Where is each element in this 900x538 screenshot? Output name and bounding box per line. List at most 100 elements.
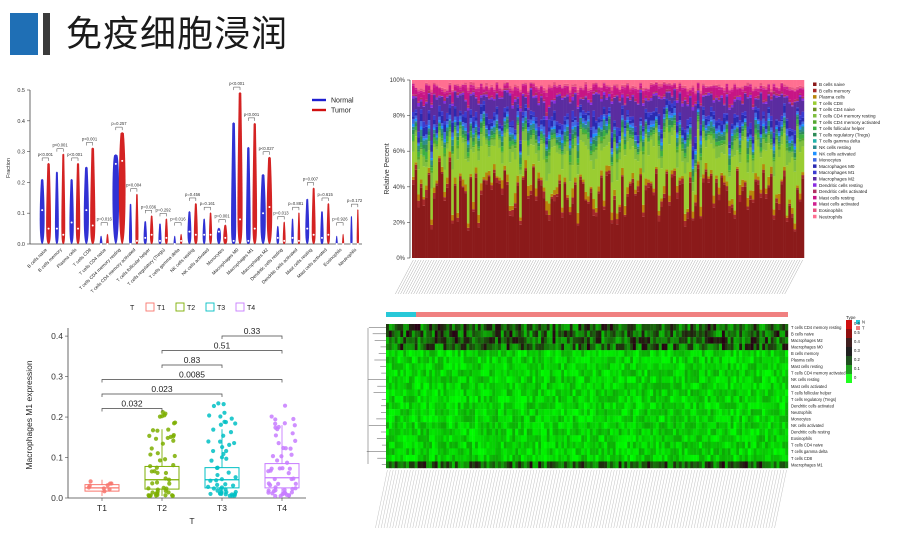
stacked-bar-segment bbox=[681, 176, 685, 179]
heatmap-cell bbox=[457, 324, 461, 331]
heatmap-cell bbox=[684, 350, 688, 357]
stacked-bar-segment bbox=[780, 126, 784, 129]
stacked-bar-segment bbox=[738, 154, 742, 163]
legend-label: NK cells activated bbox=[819, 151, 856, 156]
heatmap-cell bbox=[584, 356, 588, 364]
heatmap-cell bbox=[408, 369, 413, 377]
heatmap-cell bbox=[523, 324, 527, 331]
heatmap-cell bbox=[641, 363, 645, 371]
heatmap-cell bbox=[707, 350, 711, 357]
heatmap-cell bbox=[673, 337, 677, 344]
stacked-bar-segment bbox=[576, 158, 580, 163]
stacked-bar-segment bbox=[547, 155, 551, 174]
stacked-bar-segment bbox=[738, 133, 742, 139]
x-tick-label bbox=[541, 259, 560, 295]
stacked-bar-segment bbox=[772, 94, 776, 96]
stacked-bar-segment bbox=[665, 173, 669, 258]
heatmap-cell bbox=[698, 350, 703, 357]
stacked-bar-segment bbox=[777, 133, 781, 136]
heatmap-cell bbox=[477, 337, 481, 344]
heatmap-cell bbox=[776, 350, 780, 357]
x-tick-label bbox=[400, 259, 419, 295]
violin-median-point bbox=[342, 243, 345, 245]
stacked-bar-segment bbox=[534, 142, 538, 154]
stacked-bar-segment bbox=[427, 86, 431, 91]
heatmap-cell bbox=[541, 350, 545, 357]
stacked-bar-segment bbox=[547, 138, 551, 141]
stacked-bar-segment bbox=[725, 86, 729, 93]
p-value-label: p<0.001 bbox=[52, 143, 68, 148]
stacked-bar-segment bbox=[636, 146, 640, 149]
stacked-bar-segment bbox=[767, 95, 771, 107]
violin-shape bbox=[75, 162, 81, 244]
x-tick-label bbox=[648, 259, 667, 295]
stacked-bar-segment bbox=[722, 175, 726, 183]
stacked-bar-segment bbox=[443, 156, 447, 170]
x-tick-label bbox=[619, 259, 639, 295]
x-tick-label bbox=[585, 259, 605, 295]
stacked-bar-segment bbox=[414, 136, 418, 163]
heatmap-cell bbox=[497, 324, 502, 331]
box-data-point bbox=[171, 432, 176, 438]
stacked-bar-segment bbox=[456, 148, 460, 160]
stacked-bar-segment bbox=[542, 101, 546, 103]
stacked-bar-segment bbox=[456, 121, 460, 126]
stacked-bar-segment bbox=[506, 184, 509, 258]
x-tick-label bbox=[486, 259, 505, 295]
stacked-bar-segment bbox=[506, 116, 509, 120]
stacked-bar-segment bbox=[749, 92, 752, 95]
stacked-bar-segment bbox=[631, 122, 635, 127]
stacked-bar-segment bbox=[550, 116, 554, 121]
stacked-bar-segment bbox=[550, 101, 554, 117]
heatmap-cell bbox=[607, 330, 611, 338]
heatmap-cell bbox=[607, 343, 611, 351]
stacked-bar-segment bbox=[720, 131, 724, 133]
stacked-bar-segment bbox=[589, 99, 593, 103]
heatmap-cell bbox=[564, 369, 568, 377]
stacked-bar-segment bbox=[628, 87, 632, 90]
stacked-bar-segment bbox=[623, 80, 627, 85]
stacked-bar-segment bbox=[472, 147, 475, 153]
heatmap-cell bbox=[538, 324, 542, 331]
stacked-bar-segment bbox=[728, 89, 732, 91]
stacked-bar-segment bbox=[746, 98, 750, 127]
stacked-bar-segment bbox=[657, 140, 661, 145]
stacked-bar-segment bbox=[490, 182, 494, 186]
stacked-bar-segment bbox=[448, 136, 452, 152]
stacked-bar-segment bbox=[529, 119, 533, 124]
heatmap-cell bbox=[477, 350, 481, 357]
heatmap-cell bbox=[429, 337, 433, 344]
stacked-bar-segment bbox=[587, 112, 590, 116]
stacked-bar-segment bbox=[678, 144, 682, 178]
stacked-bar-segment bbox=[696, 88, 700, 91]
stacked-bar-segment bbox=[430, 107, 434, 141]
heatmap-cell bbox=[417, 350, 421, 357]
stacked-bar-segment bbox=[720, 86, 724, 88]
stacked-bar-segment bbox=[610, 162, 614, 165]
stacked-bar-segment bbox=[474, 167, 478, 174]
stacked-bar-segment bbox=[526, 127, 530, 130]
stacked-bar-segment bbox=[673, 113, 677, 116]
stacked-bar-segment bbox=[730, 149, 734, 151]
stacked-bar-segment bbox=[594, 122, 598, 130]
heatmap-cell bbox=[394, 363, 398, 371]
heatmap-cell bbox=[676, 343, 680, 351]
heatmap-cell bbox=[420, 330, 424, 338]
box-data-point bbox=[214, 478, 219, 483]
stacked-bar-segment bbox=[788, 90, 792, 100]
stacked-bar-segment bbox=[466, 230, 470, 258]
heatmap-cell bbox=[497, 343, 502, 351]
stacked-bar-segment bbox=[736, 86, 739, 89]
heatmap-cell bbox=[523, 369, 527, 377]
stacked-bar-segment bbox=[668, 125, 671, 132]
heatmap-cell bbox=[655, 350, 659, 357]
stacked-bar-segment bbox=[772, 150, 776, 154]
heatmap-cell bbox=[500, 337, 504, 344]
stacked-bar-segment bbox=[796, 80, 800, 87]
stacked-bar-segment bbox=[540, 119, 543, 121]
stacked-bar-segment bbox=[660, 87, 664, 97]
box-data-point bbox=[206, 439, 211, 444]
stacked-bar-segment bbox=[498, 129, 502, 131]
stacked-bar-segment bbox=[636, 88, 640, 90]
heatmap-cell bbox=[744, 350, 748, 357]
